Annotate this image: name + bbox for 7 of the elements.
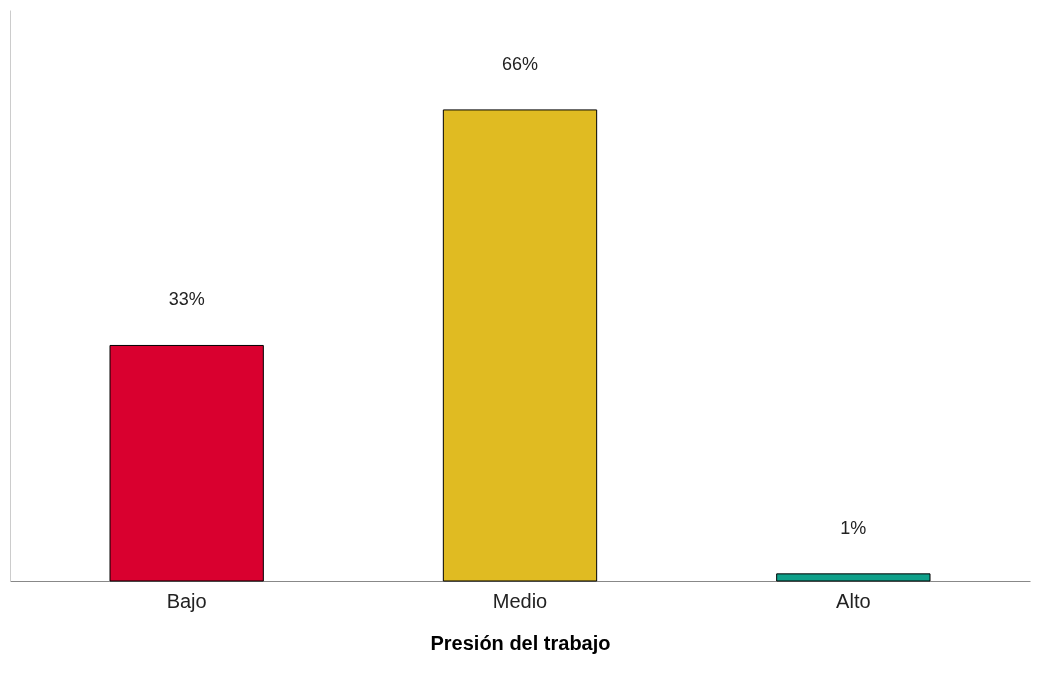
x-tick-label: Alto [836,589,871,612]
x-axis-title: Presión del trabajo [430,631,611,654]
x-tick-label: Bajo [166,589,207,612]
x-tick-label: Medio [492,589,548,612]
data-label: 66% [501,53,539,74]
data-label: 33% [168,289,205,310]
data-label: 1% [840,517,867,538]
